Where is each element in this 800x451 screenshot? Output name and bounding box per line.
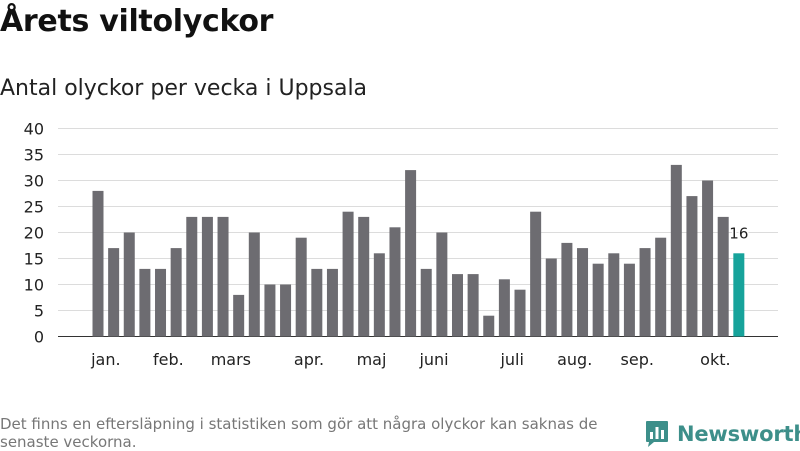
x-tick-label-month: mars [211, 350, 251, 369]
y-tick-label: 20 [24, 224, 44, 243]
brand-logo[interactable]: Newsworthy [645, 419, 800, 449]
chart-subtitle: Antal olyckor per vecka i Uppsala [0, 76, 368, 101]
bar-week-33 [592, 263, 604, 337]
bar-week-25 [467, 274, 479, 337]
brand-name: Newsworthy [677, 422, 800, 446]
y-tick-label: 30 [24, 172, 44, 191]
x-tick-label-month: juni [418, 350, 448, 369]
x-tick-label-month: sep. [621, 350, 654, 369]
bar-week-28 [514, 289, 526, 337]
bar-week-11 [248, 232, 260, 337]
bar-week-21 [405, 170, 417, 337]
bar-week-42 [733, 253, 745, 337]
bar-week-16 [326, 268, 338, 337]
bar-week-3 [123, 232, 135, 337]
y-tick-label: 40 [24, 120, 44, 139]
bar-week-15 [311, 268, 323, 337]
bar-week-4 [139, 268, 151, 337]
x-axis-month-labels: jan. feb. mars apr. maj juni juli aug. sep. okt. [90, 350, 731, 369]
bar-chart-logo-icon [646, 421, 668, 447]
bar-week-5 [155, 268, 167, 337]
footnote: Det finns en eftersläpning i statistiken… [0, 415, 598, 451]
bar-week-1 [92, 190, 104, 337]
bar-week-24 [451, 274, 463, 337]
x-tick-label-month: jan. [90, 350, 120, 369]
y-tick-label: 10 [24, 276, 44, 295]
bar-week-30 [545, 258, 557, 337]
bar-week-23 [436, 232, 448, 337]
bar-week-18 [358, 216, 370, 337]
bar-week-6 [170, 248, 182, 337]
bar-week-9 [217, 216, 229, 337]
y-tick-label: 35 [24, 146, 44, 165]
bar-week-34 [608, 253, 620, 337]
y-tick-label: 5 [34, 302, 44, 321]
chart-title: Årets viltolyckor [0, 4, 274, 39]
y-tick-label: 25 [24, 198, 44, 217]
x-tick-label-month: juli [499, 350, 523, 369]
bar-week-12 [264, 284, 276, 337]
y-tick-label: 15 [24, 250, 44, 269]
bar-week-37 [655, 237, 667, 337]
highlight-data-label: 16 [729, 224, 748, 242]
bar-week-27 [498, 279, 510, 337]
bar-week-29 [530, 211, 542, 337]
bar-week-32 [577, 248, 589, 337]
y-axis-ticks: 0 5 10 15 20 25 30 35 40 [24, 120, 44, 347]
x-tick-label-month: okt. [700, 350, 730, 369]
bar-week-20 [389, 227, 401, 337]
bar-week-38 [670, 164, 682, 337]
bars [92, 164, 745, 337]
x-tick-label-month: apr. [294, 350, 324, 369]
bar-week-7 [186, 216, 198, 337]
bar-week-10 [233, 294, 245, 337]
bar-week-39 [686, 196, 698, 337]
x-tick-label-month: aug. [557, 350, 592, 369]
bar-week-14 [295, 237, 307, 337]
bar-week-2 [108, 248, 120, 337]
bar-week-41 [717, 216, 729, 337]
bar-week-19 [373, 253, 385, 337]
data-labels: 16 [728, 223, 750, 244]
bar-week-13 [280, 284, 292, 337]
bar-week-36 [639, 248, 651, 337]
bar-week-31 [561, 242, 573, 337]
bar-week-40 [702, 180, 714, 337]
bar-week-26 [483, 315, 495, 337]
bar-week-35 [623, 263, 635, 337]
bar-week-17 [342, 211, 354, 337]
x-tick-label-month: maj [357, 350, 387, 369]
bar-week-8 [201, 216, 213, 337]
x-tick-label-month: feb. [153, 350, 184, 369]
y-tick-label: 0 [34, 328, 44, 347]
bar-week-22 [420, 268, 432, 337]
